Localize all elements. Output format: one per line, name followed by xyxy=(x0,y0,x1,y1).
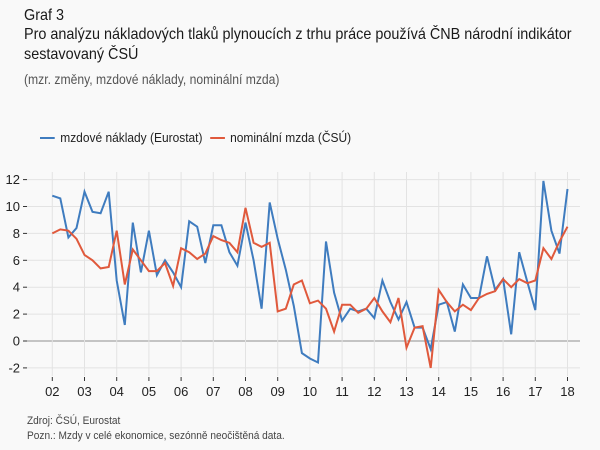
x-tick-label: 02 xyxy=(45,384,59,399)
legend-item-wage-costs: mzdové náklady (Eurostat) xyxy=(40,130,202,145)
x-tick-label: 12 xyxy=(367,384,381,399)
y-tick-label: 0 xyxy=(13,334,20,349)
y-tick-label: 8 xyxy=(13,226,20,241)
x-tick-label: 08 xyxy=(238,384,252,399)
y-tick-label: 2 xyxy=(13,307,20,322)
y-tick-label: 12 xyxy=(6,172,20,187)
x-tick-label: 07 xyxy=(206,384,220,399)
methodology-note: Pozn.: Mzdy v celé ekonomice, sezónně ne… xyxy=(27,430,285,442)
legend-label-wage-costs: mzdové náklady (Eurostat) xyxy=(60,130,203,145)
x-tick-label: 11 xyxy=(335,384,349,399)
x-tick-label: 09 xyxy=(270,384,284,399)
x-tick-label: 05 xyxy=(142,384,156,399)
x-tick-label: 16 xyxy=(496,384,510,399)
y-tick-label: 10 xyxy=(6,199,20,214)
y-tick-label: -2 xyxy=(8,360,20,375)
x-tick-label: 14 xyxy=(431,384,445,399)
legend-swatch-wage-costs xyxy=(40,136,55,139)
x-tick-label: 18 xyxy=(560,384,574,399)
series-line-nominal-wage xyxy=(51,207,569,369)
graph-number: Graf 3 xyxy=(24,7,65,24)
x-tick-label: 03 xyxy=(77,384,91,399)
y-tick-label: 6 xyxy=(13,253,20,268)
x-tick-label: 10 xyxy=(303,384,317,399)
x-tick-label: 06 xyxy=(174,384,188,399)
legend-item-nominal-wage: nominální mzda (ČSÚ) xyxy=(209,130,352,145)
chart-footer: Zdroj: ČSÚ, Eurostat Pozn.: Mzdy v celé … xyxy=(27,414,285,444)
series-lines xyxy=(51,180,569,369)
x-tick-label: 13 xyxy=(399,384,413,399)
y-tick-label: 4 xyxy=(13,280,20,295)
source-note: Zdroj: ČSÚ, Eurostat xyxy=(27,415,121,427)
chart-header: Graf 3 Pro analýzu nákladových tlaků ply… xyxy=(24,6,594,88)
x-tick-label: 17 xyxy=(528,384,542,399)
legend-swatch-nominal-wage xyxy=(209,136,225,139)
x-tick-label: 04 xyxy=(109,384,123,399)
chart-title: Pro analýzu nákladových tlaků plynoucích… xyxy=(24,26,572,63)
chart-subtitle: (mzr. změny, mzdové náklady, nominální m… xyxy=(24,72,280,87)
chart-legend: mzdové náklady (Eurostat) nominální mzda… xyxy=(40,130,358,145)
x-tick-label: 15 xyxy=(464,384,478,399)
grid-lines xyxy=(27,172,580,376)
legend-label-nominal-wage: nominální mzda (ČSÚ) xyxy=(230,130,352,145)
